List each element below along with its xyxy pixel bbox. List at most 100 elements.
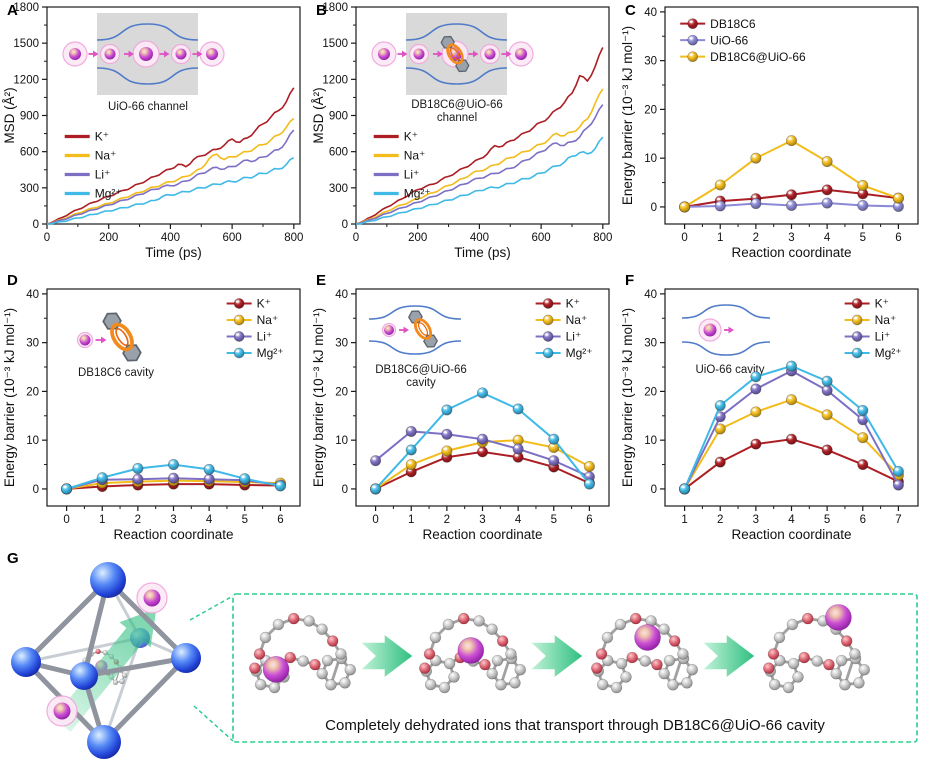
svg-text:Reaction coordinate: Reaction coordinate [113,527,233,542]
svg-text:Mg²⁺: Mg²⁺ [404,187,431,201]
hydrated-ion-icon [170,43,192,65]
legend-marker [542,298,554,309]
hydrated-ion-icon [132,40,160,68]
svg-text:1200: 1200 [322,74,348,86]
svg-text:40: 40 [644,7,657,19]
svg-text:Mg²⁺: Mg²⁺ [95,187,122,201]
series-Mg²⁺ [355,136,604,225]
svg-text:400: 400 [470,232,489,244]
svg-text:2: 2 [444,514,450,526]
channel-walls-icon [368,305,462,355]
panel-g-caption: Completely dehydrated ions that transpor… [325,717,825,734]
legend-marker [233,331,245,342]
series-Li⁺ [355,104,604,225]
inset-illustration: UiO-66 cavity [681,304,771,376]
svg-text:40: 40 [644,289,657,301]
svg-text:800: 800 [284,232,303,244]
series-DB18C6@UiO-66 [679,135,904,213]
channel-walls-icon [681,304,771,356]
transport-arrow-icon [724,326,734,334]
panel-b: B 0 200 400 600 800 0 300 600 900 1200 1500 1800 Tim… [309,0,618,270]
svg-text:6: 6 [586,514,592,526]
legend-marker [687,18,699,30]
svg-text:7: 7 [895,514,901,526]
transport-stages-box: Completely dehydrated ions that transpor… [232,593,918,743]
svg-text:900: 900 [20,111,39,123]
transport-arrow-icon [501,50,512,58]
hydrated-ion-icon [76,331,94,349]
svg-text:4: 4 [788,514,795,526]
stage-arrow-icon [703,635,755,677]
hydrated-ion-icon [371,41,397,67]
svg-text:30: 30 [644,338,657,350]
svg-text:10: 10 [644,153,657,165]
data-point-marker [857,199,869,212]
data-point-marker [750,406,762,418]
panel-b-letter: B [316,2,327,19]
data-point-marker [785,360,798,372]
data-point-marker [167,472,180,484]
svg-text:channel: channel [437,112,477,124]
svg-text:1500: 1500 [322,38,348,50]
series-Mg²⁺ [47,156,295,225]
db18c6-stage-2 [419,612,526,694]
channel-walls-icon [405,23,508,85]
zr-node-sphere [11,647,41,677]
data-point-marker [583,478,595,490]
chart-energy-uio66-cavity: 1 2 3 4 5 6 7 0 10 20 30 40 Reaction coordinate Energ… [620,288,919,542]
data-point-marker [512,451,524,463]
panel-c-letter: C [625,2,636,19]
stage-arrow-icon [531,635,583,677]
series-Na⁺ [46,117,295,225]
data-point-marker [714,399,726,412]
data-point-marker [476,433,489,445]
data-point-marker [714,200,726,212]
axes: 0 1 2 3 4 5 6 0 10 20 30 40 Reaction coordinate Energ… [620,6,919,260]
axes: 0 1 2 3 4 5 6 0 10 20 30 40 Reaction coordinate Energ… [2,288,301,542]
svg-text:Na⁺: Na⁺ [566,313,588,327]
svg-text:200: 200 [99,232,118,244]
svg-text:800: 800 [593,232,612,244]
data-point-marker [476,446,489,458]
svg-text:5: 5 [242,514,248,526]
svg-text:1: 1 [99,514,105,526]
data-point-marker [750,152,762,164]
data-point-marker [405,444,417,456]
svg-text:900: 900 [329,111,348,123]
hydrated-ion-icon [508,41,534,67]
data-point-marker [821,156,833,168]
series-Mg²⁺ [61,459,286,495]
svg-text:Time (ps): Time (ps) [145,245,202,260]
data-point-marker [548,455,560,467]
legend: K⁺ Na⁺ Li⁺ Mg²⁺ [64,130,122,201]
svg-text:Li⁺: Li⁺ [95,168,111,182]
legend-marker [542,314,554,326]
svg-text:600: 600 [532,232,551,244]
data-point-marker [821,184,833,196]
hydrated-ion-icon [479,43,501,65]
zr-node-sphere [171,643,201,673]
series-Mg²⁺ [370,387,595,495]
svg-text:MSD (Å²): MSD (Å²) [2,87,17,143]
crown-ether-icon [102,312,142,362]
db18c6-stage-3 [591,612,698,694]
svg-text:0: 0 [44,232,50,244]
legend-marker [851,298,863,309]
svg-text:Na⁺: Na⁺ [95,149,117,163]
data-point-marker [370,483,382,495]
data-point-marker [274,480,286,492]
legend-marker [851,347,863,359]
data-point-marker [405,459,417,471]
data-point-marker [785,189,798,201]
hydrated-ion-icon [99,43,121,65]
svg-text:UiO-66 cavity: UiO-66 cavity [695,364,764,376]
svg-text:Reaction coordinate: Reaction coordinate [731,245,851,260]
crown-ether-icon [408,310,438,348]
data-point-marker [714,456,726,468]
transport-arrow-icon [468,50,479,58]
legend-marker [542,347,554,359]
data-point-marker [583,460,595,473]
data-point-marker [750,383,762,395]
transport-arrow-icon [433,50,443,58]
